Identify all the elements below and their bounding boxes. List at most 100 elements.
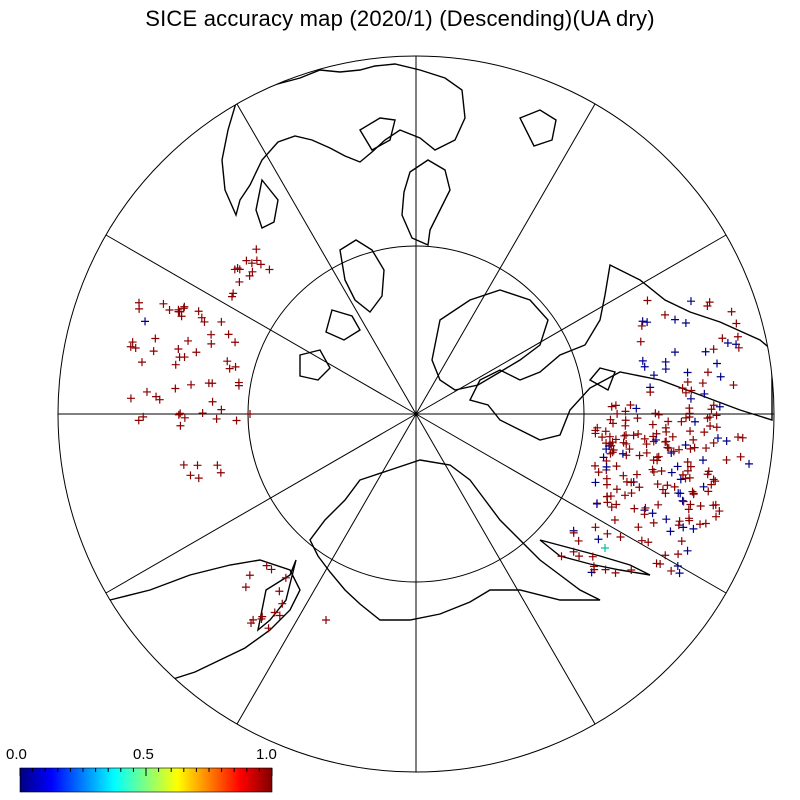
data-marker xyxy=(668,432,677,441)
data-marker xyxy=(709,345,718,354)
data-marker xyxy=(187,380,196,389)
data-marker xyxy=(715,507,724,516)
data-marker xyxy=(198,409,207,418)
data-marker xyxy=(727,307,736,316)
data-marker xyxy=(611,401,620,410)
data-marker xyxy=(204,379,213,388)
data-marker xyxy=(281,573,290,582)
data-marker xyxy=(738,433,747,442)
data-marker xyxy=(683,458,692,467)
data-marker xyxy=(635,451,644,460)
data-marker xyxy=(678,496,687,505)
data-marker xyxy=(126,394,135,403)
colorbar-ticks xyxy=(19,768,273,776)
data-marker xyxy=(643,296,652,305)
data-marker xyxy=(231,362,240,371)
data-marker xyxy=(675,517,684,526)
data-marker xyxy=(569,547,578,556)
data-marker xyxy=(683,368,692,377)
data-marker xyxy=(686,462,695,471)
data-marker xyxy=(683,377,692,386)
data-marker xyxy=(142,387,151,396)
data-marker xyxy=(651,409,660,418)
data-marker xyxy=(712,423,721,432)
data-marker xyxy=(703,368,712,377)
data-marker xyxy=(700,428,709,437)
data-marker xyxy=(653,480,662,489)
data-marker xyxy=(257,614,266,623)
data-marker xyxy=(640,362,649,371)
data-marker xyxy=(662,515,671,524)
data-marker xyxy=(664,444,673,453)
meridian-line xyxy=(415,234,727,415)
data-marker xyxy=(233,264,242,273)
data-marker xyxy=(681,388,690,397)
data-marker xyxy=(718,334,727,343)
data-marker xyxy=(618,449,627,458)
data-marker xyxy=(270,608,279,617)
data-marker xyxy=(641,503,650,512)
data-marker xyxy=(661,551,670,560)
data-marker xyxy=(232,416,241,425)
data-marker xyxy=(632,470,641,479)
data-marker xyxy=(247,259,256,268)
data-marker xyxy=(252,256,261,265)
data-marker xyxy=(679,523,688,532)
data-marker xyxy=(634,429,643,438)
data-marker xyxy=(711,500,720,509)
meridian-line xyxy=(415,413,727,594)
data-marker xyxy=(689,524,698,533)
data-marker xyxy=(179,304,188,313)
data-marker xyxy=(654,500,663,509)
data-marker xyxy=(671,315,680,324)
data-marker xyxy=(591,478,600,487)
data-marker xyxy=(649,467,658,476)
data-marker xyxy=(632,404,641,413)
data-marker xyxy=(649,456,658,465)
data-marker xyxy=(591,523,600,532)
data-markers xyxy=(126,245,754,633)
data-marker xyxy=(184,336,193,345)
data-marker xyxy=(590,565,599,574)
data-marker xyxy=(622,439,631,448)
data-marker xyxy=(686,444,695,453)
data-marker xyxy=(652,559,661,568)
data-marker xyxy=(709,475,718,484)
data-marker xyxy=(213,461,222,470)
data-marker xyxy=(657,467,666,476)
data-marker xyxy=(245,571,254,580)
data-marker xyxy=(627,478,636,487)
data-marker xyxy=(607,441,616,450)
data-marker xyxy=(733,433,742,442)
data-marker xyxy=(661,357,670,366)
data-marker xyxy=(241,583,250,592)
data-marker xyxy=(713,359,722,368)
data-marker xyxy=(663,481,672,490)
data-marker xyxy=(745,459,754,468)
data-marker xyxy=(231,338,240,347)
data-marker xyxy=(681,318,690,327)
data-marker xyxy=(709,438,718,447)
data-marker xyxy=(601,427,610,436)
data-marker xyxy=(698,379,707,388)
data-marker xyxy=(192,348,201,357)
data-marker xyxy=(630,504,639,513)
coastlines xyxy=(109,63,773,691)
data-marker xyxy=(256,260,265,269)
meridians xyxy=(58,56,774,772)
data-marker xyxy=(679,497,688,506)
data-marker xyxy=(666,527,675,536)
data-marker xyxy=(660,310,669,319)
data-marker xyxy=(264,624,273,633)
data-marker xyxy=(685,412,694,421)
data-marker xyxy=(212,414,221,423)
data-marker xyxy=(177,312,186,321)
data-marker xyxy=(648,420,657,429)
data-marker xyxy=(675,569,684,578)
data-marker xyxy=(729,381,738,390)
data-marker xyxy=(612,462,621,471)
data-marker xyxy=(700,389,709,398)
data-marker xyxy=(616,532,625,541)
data-marker xyxy=(635,483,644,492)
